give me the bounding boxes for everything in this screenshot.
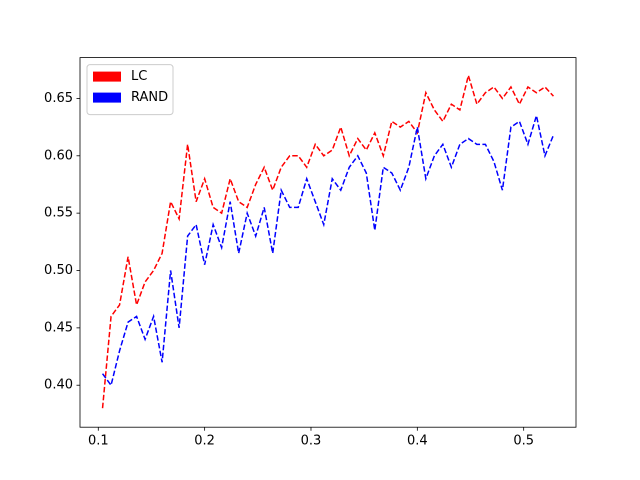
legend-swatch: [93, 71, 121, 82]
y-tick-label: 0.45: [44, 320, 73, 335]
x-tick-label: 0.5: [513, 434, 534, 449]
series-line: [101, 72, 555, 409]
y-tick-label: 0.55: [44, 206, 73, 221]
x-tick-label: 0.3: [301, 434, 322, 449]
plot-frame: [79, 57, 577, 428]
y-tick-label: 0.65: [44, 91, 73, 106]
legend-label: LC: [131, 69, 147, 84]
x-tick-label: 0.4: [407, 434, 428, 449]
series-line: [101, 115, 555, 387]
y-tick-label: 0.40: [44, 378, 73, 393]
x-tick-label: 0.2: [194, 434, 215, 449]
y-tick-label: 0.50: [44, 263, 73, 278]
legend-swatch: [93, 92, 121, 103]
legend-label: RAND: [131, 90, 168, 105]
y-tick-label: 0.60: [44, 148, 73, 163]
x-tick-label: 0.1: [88, 434, 109, 449]
